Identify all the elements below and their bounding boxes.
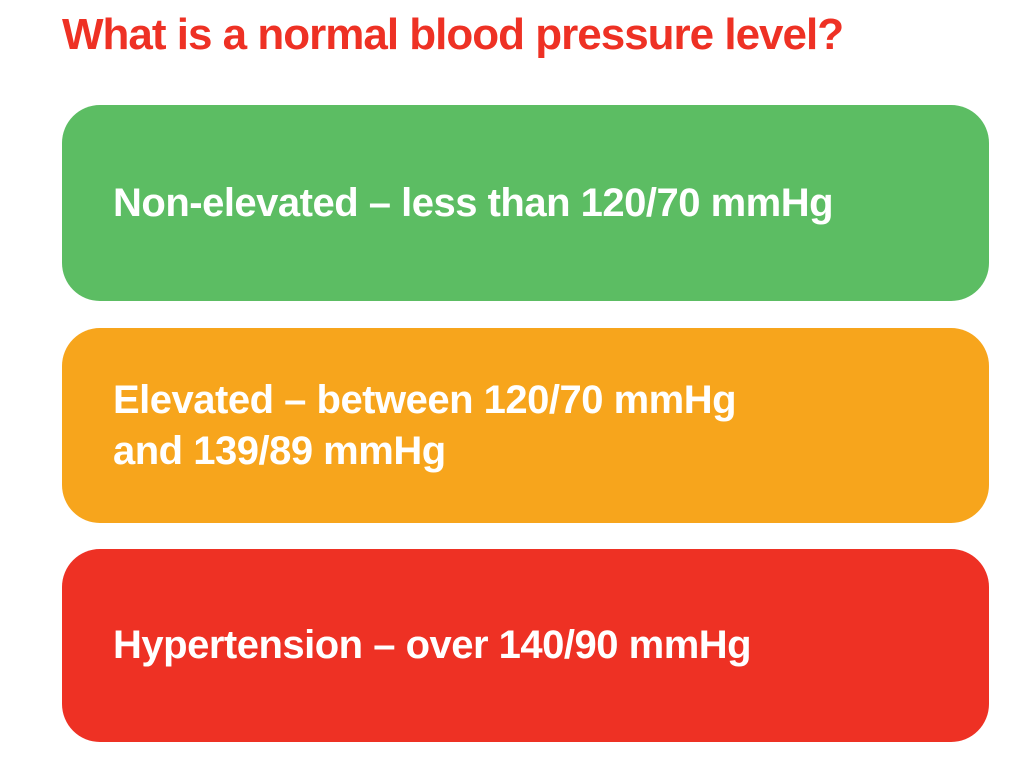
card-elevated: Elevated – between 120/70 mmHg and 139/8… [62,328,989,523]
page-title: What is a normal blood pressure level? [62,10,844,59]
card-non-elevated: Non-elevated – less than 120/70 mmHg [62,105,989,301]
card-hypertension-label: Hypertension – over 140/90 mmHg [113,623,752,667]
card-elevated-label-line1: Elevated – between 120/70 mmHg [113,377,737,422]
card-hypertension: Hypertension – over 140/90 mmHg [62,549,989,742]
card-elevated-label-line2: and 139/89 mmHg [113,428,446,473]
card-non-elevated-label: Non-elevated – less than 120/70 mmHg [113,180,834,225]
